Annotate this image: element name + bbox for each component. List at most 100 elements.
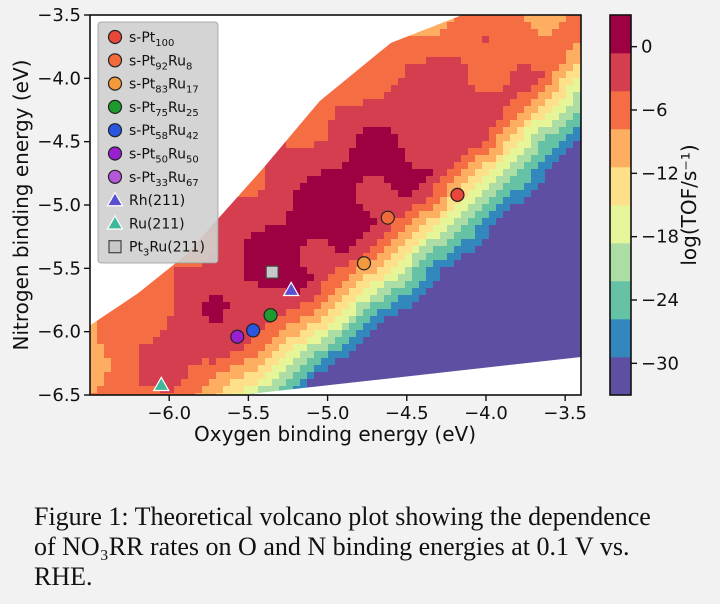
contour-cell: [545, 288, 553, 296]
contour-cell: [559, 267, 567, 275]
contour-cell: [503, 253, 511, 261]
contour-cell: [244, 295, 252, 303]
contour-cell: [216, 295, 224, 303]
contour-cell: [524, 218, 532, 226]
contour-cell: [342, 309, 350, 317]
contour-cell: [293, 358, 301, 366]
contour-cell: [321, 169, 329, 177]
contour-cell: [447, 267, 455, 275]
contour-cell: [167, 323, 175, 331]
contour-cell: [482, 232, 490, 240]
contour-cell: [510, 211, 518, 219]
contour-cell: [552, 288, 560, 296]
contour-cell: [90, 379, 98, 387]
contour-cell: [559, 176, 567, 184]
contour-cell: [321, 323, 329, 331]
contour-cell: [538, 260, 546, 268]
contour-cell: [188, 274, 196, 282]
contour-cell: [370, 162, 378, 170]
contour-cell: [440, 85, 448, 93]
contour-cell: [363, 323, 371, 331]
contour-cell: [293, 155, 301, 163]
contour-cell: [517, 141, 525, 149]
contour-cell: [139, 365, 147, 373]
contour-cell: [447, 85, 455, 93]
contour-cell: [384, 197, 392, 205]
contour-cell: [188, 386, 196, 394]
contour-cell: [412, 141, 420, 149]
contour-cell: [307, 323, 315, 331]
contour-cell: [181, 393, 189, 395]
contour-cell: [461, 239, 469, 247]
contour-cell: [398, 169, 406, 177]
contour-cell: [286, 211, 294, 219]
contour-cell: [475, 50, 483, 58]
contour-cell: [419, 197, 427, 205]
contour-cell: [111, 365, 119, 373]
contour-cell: [279, 225, 287, 233]
contour-cell: [244, 211, 252, 219]
contour-cell: [412, 351, 420, 359]
contour-cell: [265, 323, 273, 331]
contour-cell: [447, 274, 455, 282]
colorbar: 0−6−12−18−24−30: [609, 14, 679, 396]
contour-cell: [279, 274, 287, 282]
contour-cell: [293, 316, 301, 324]
contour-cell: [272, 232, 280, 240]
contour-cell: [496, 36, 504, 44]
contour-cell: [531, 22, 539, 30]
contour-cell: [552, 190, 560, 198]
contour-cell: [538, 85, 546, 93]
contour-cell: [279, 288, 287, 296]
contour-cell: [370, 85, 378, 93]
contour-cell: [356, 253, 364, 261]
contour-cell: [405, 225, 413, 233]
contour-cell: [573, 246, 581, 254]
contour-cell: [573, 43, 581, 51]
contour-cell: [398, 372, 406, 380]
contour-cell: [258, 281, 266, 289]
contour-cell: [314, 260, 322, 268]
contour-cell: [447, 232, 455, 240]
contour-cell: [321, 99, 329, 107]
contour-cell: [398, 99, 406, 107]
contour-cell: [440, 183, 448, 191]
contour-cell: [335, 92, 343, 100]
contour-cell: [342, 92, 350, 100]
contour-cell: [391, 281, 399, 289]
contour-cell: [104, 330, 112, 338]
contour-cell: [286, 358, 294, 366]
contour-cell: [370, 120, 378, 128]
contour-cell: [125, 358, 133, 366]
contour-cell: [237, 197, 245, 205]
contour-cell: [524, 64, 532, 72]
contour-cell: [244, 197, 252, 205]
contour-cell: [328, 113, 336, 121]
contour-cell: [307, 169, 315, 177]
contour-cell: [279, 197, 287, 205]
contour-cell: [573, 22, 581, 30]
contour-cell: [482, 204, 490, 212]
contour-cell: [370, 183, 378, 191]
data-points: [152, 187, 465, 392]
contour-cell: [517, 29, 525, 37]
contour-cell: [454, 204, 462, 212]
contour-cell: [321, 316, 329, 324]
contour-cell: [566, 120, 574, 128]
contour-cell: [573, 274, 581, 282]
contour-cell: [440, 190, 448, 198]
colorbar-tick-label: −24: [641, 290, 679, 311]
contour-cell: [349, 323, 357, 331]
contour-cell: [391, 197, 399, 205]
contour-cell: [489, 169, 497, 177]
contour-cell: [314, 337, 322, 345]
contour-cell: [517, 36, 525, 44]
contour-cell: [370, 344, 378, 352]
contour-cell: [321, 232, 329, 240]
contour-cell: [342, 281, 350, 289]
contour-cell: [314, 211, 322, 219]
contour-cell: [405, 358, 413, 366]
contour-cell: [307, 365, 315, 373]
contour-cell: [300, 155, 308, 163]
contour-cell: [538, 218, 546, 226]
